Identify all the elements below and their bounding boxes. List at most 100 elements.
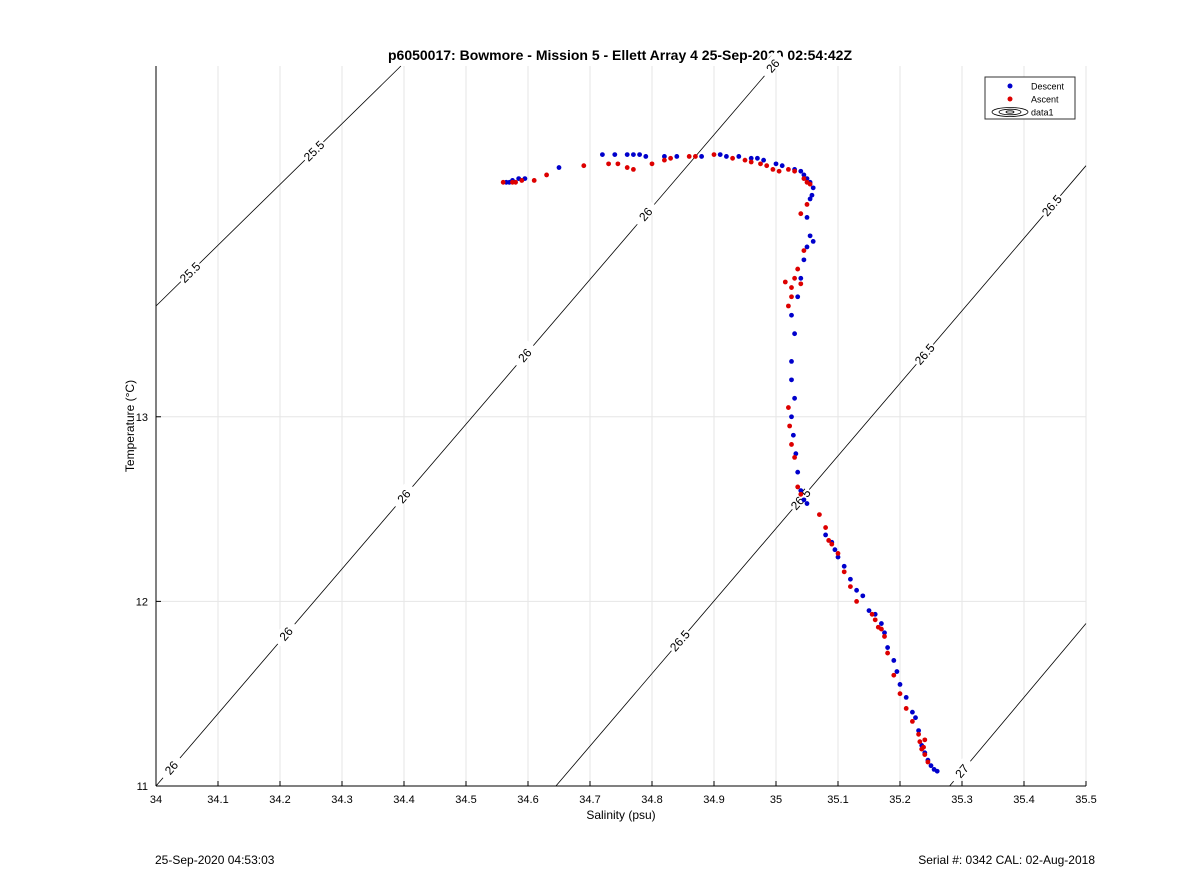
descent-point	[801, 497, 807, 503]
x-tick-label: 35	[770, 794, 782, 806]
ascent-point	[897, 691, 903, 697]
descent-point	[810, 238, 816, 244]
ascent-point	[519, 178, 525, 183]
ascent-point	[787, 423, 793, 429]
ascent-point	[869, 611, 875, 617]
axis-ticks: 34 34.1 34.2 34.3 34.4 34.5 34.6 34.7 34.8 34.9 35…	[136, 412, 1097, 806]
ascent-point	[782, 279, 788, 285]
descent-point	[894, 669, 900, 674]
ascent-point	[916, 731, 921, 737]
ascent-point	[770, 166, 776, 172]
descent-point	[928, 763, 934, 769]
descent-point	[795, 469, 801, 475]
descent-point	[748, 155, 754, 161]
ascent-point	[829, 541, 835, 547]
y-tick-label: 13	[136, 412, 148, 424]
ascent-point	[789, 294, 794, 300]
ascent-point	[748, 159, 754, 165]
isopycnal-label-bg	[389, 481, 417, 510]
legend-ascent-marker	[1007, 96, 1013, 102]
ascent-point	[921, 744, 926, 750]
descent-point	[789, 312, 794, 318]
ascent-point	[500, 179, 506, 185]
ascent-point	[792, 168, 797, 174]
ascent-point	[662, 157, 667, 163]
ascent-point	[581, 163, 587, 169]
descent-point	[934, 768, 940, 774]
descent-point	[761, 157, 766, 163]
legend-data1-label: data1	[1031, 108, 1054, 118]
ascent-point	[789, 285, 794, 290]
ascent-point	[879, 626, 884, 632]
x-tick-label: 34.9	[703, 794, 724, 806]
x-tick-label: 34.1	[207, 794, 228, 806]
descent-point	[804, 501, 810, 506]
isopycnal-label-bg	[271, 618, 299, 648]
descent-point	[798, 488, 804, 494]
ascent-point	[786, 166, 791, 172]
descent-point	[789, 377, 794, 383]
descent-point	[631, 152, 636, 158]
descent-point	[699, 154, 704, 159]
descent-point	[793, 451, 799, 457]
isopycnal-label-bg	[665, 625, 693, 655]
isopycnal-line	[555, 165, 1087, 787]
ascent-point	[668, 155, 673, 161]
descent-point	[779, 163, 785, 169]
ascent-point	[789, 442, 794, 447]
descent-point	[556, 165, 562, 170]
isopycnal-line	[155, 65, 774, 787]
data-points	[500, 152, 940, 774]
descent-point	[848, 576, 853, 582]
descent-point	[866, 608, 872, 614]
ascent-point	[631, 166, 636, 172]
isopycnal-label-bg	[631, 199, 659, 228]
ascent-point	[823, 525, 828, 530]
ascent-point	[872, 617, 878, 623]
descent-point	[624, 152, 630, 158]
legend-contour-marker	[991, 107, 1029, 117]
descent-point	[804, 244, 810, 250]
plot-area-border	[156, 66, 1086, 786]
descent-point	[773, 161, 779, 167]
descent-point	[807, 233, 813, 239]
x-tick-label: 34.3	[331, 794, 352, 806]
ascent-point	[795, 484, 801, 490]
isopycnal-label-bg	[510, 340, 538, 369]
ascent-point	[798, 211, 804, 217]
ascent-point	[891, 672, 897, 678]
ascent-point	[758, 161, 763, 167]
ascent-point	[544, 172, 549, 178]
descent-point	[882, 630, 887, 636]
isopycnal-label-bg	[175, 257, 203, 286]
descent-point	[854, 587, 859, 593]
descent-point	[903, 694, 909, 700]
x-tick-label: 34.4	[393, 794, 414, 806]
isopycnal-label-bg	[758, 50, 786, 80]
ascent-point	[804, 202, 810, 207]
ascent-point	[826, 538, 832, 543]
descent-point	[910, 709, 915, 715]
legend: Descent Ascent data1	[984, 76, 1076, 120]
descent-point	[789, 414, 794, 420]
x-tick-label: 34	[150, 794, 162, 806]
isopycnal-label-bg	[786, 484, 814, 513]
ascent-point	[848, 584, 853, 590]
ascent-point	[798, 281, 804, 287]
ascent-point	[615, 161, 621, 167]
descent-point	[792, 395, 797, 401]
ascent-point	[686, 154, 692, 159]
legend-descent-marker	[1007, 83, 1013, 89]
descent-point	[789, 358, 794, 364]
descent-point	[835, 554, 841, 560]
descent-point	[662, 154, 667, 159]
isopycnal-label-bg	[1037, 190, 1065, 219]
ascent-point	[801, 248, 807, 254]
ascent-point	[624, 165, 630, 170]
descent-point	[600, 152, 605, 158]
chart-title: p6050017: Bowmore - Mission 5 - Ellett A…	[388, 47, 852, 63]
descent-point	[798, 275, 804, 281]
descent-point	[809, 192, 815, 198]
